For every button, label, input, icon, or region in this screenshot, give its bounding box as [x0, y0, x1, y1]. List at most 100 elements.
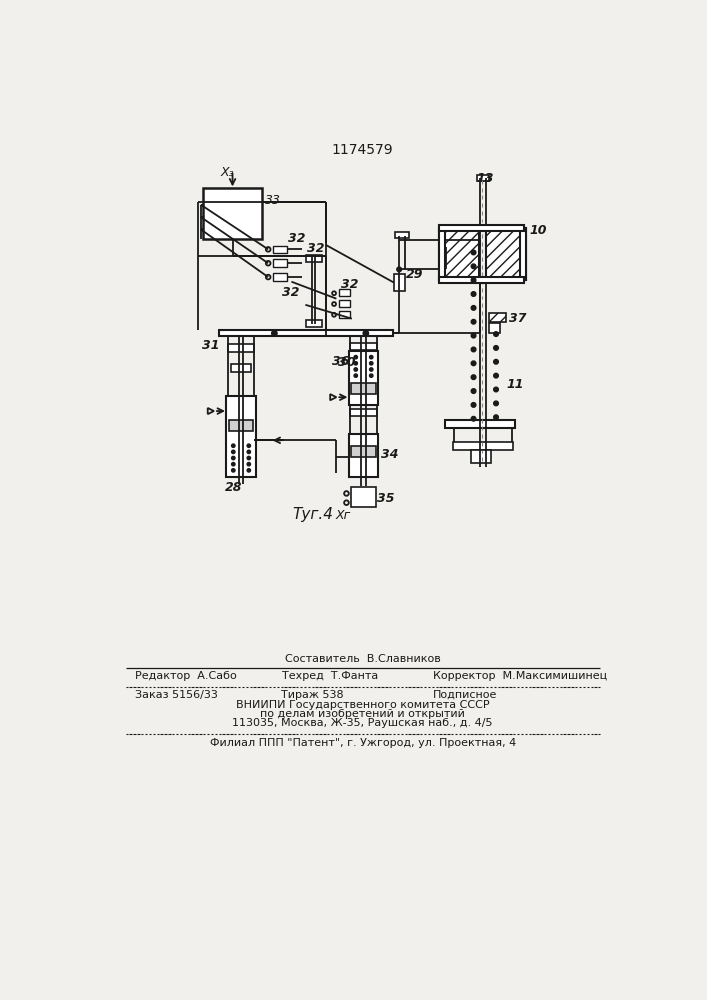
- Circle shape: [472, 416, 476, 421]
- Bar: [438, 277, 524, 283]
- Text: Филиал ППП "Патент", г. Ужгород, ул. Проектная, 4: Филиал ППП "Патент", г. Ужгород, ул. Про…: [209, 738, 516, 748]
- Text: 37: 37: [509, 312, 527, 326]
- Bar: [445, 420, 515, 428]
- Circle shape: [247, 469, 250, 472]
- Circle shape: [370, 368, 373, 371]
- Circle shape: [472, 250, 476, 255]
- Bar: [339, 311, 349, 318]
- Circle shape: [232, 456, 235, 460]
- Text: Техред  Т.Фанта: Техред Т.Фанта: [282, 671, 378, 681]
- Text: 11: 11: [506, 378, 524, 391]
- Circle shape: [247, 444, 250, 447]
- Circle shape: [472, 319, 476, 324]
- Text: 10: 10: [530, 224, 547, 237]
- Text: 28: 28: [225, 481, 243, 494]
- Bar: [231, 364, 251, 372]
- Text: 32: 32: [282, 286, 300, 299]
- Circle shape: [232, 450, 235, 454]
- Circle shape: [472, 264, 476, 269]
- Bar: [339, 289, 349, 296]
- Bar: [226, 396, 256, 477]
- Bar: [203, 188, 262, 239]
- Bar: [438, 228, 479, 280]
- Circle shape: [493, 401, 498, 406]
- Bar: [306, 320, 322, 327]
- Bar: [228, 344, 255, 352]
- Bar: [351, 487, 376, 507]
- Text: 32: 32: [288, 232, 306, 245]
- Circle shape: [247, 456, 250, 460]
- Circle shape: [472, 292, 476, 296]
- Bar: [273, 273, 287, 281]
- Text: 31: 31: [201, 339, 219, 352]
- Bar: [438, 225, 524, 231]
- Text: X₃: X₃: [220, 166, 234, 179]
- Bar: [349, 351, 378, 405]
- Text: Τуг.4: Τуг.4: [293, 507, 334, 522]
- Circle shape: [493, 373, 498, 378]
- Bar: [273, 246, 287, 253]
- Circle shape: [271, 331, 277, 336]
- Circle shape: [493, 387, 498, 392]
- Circle shape: [493, 332, 498, 336]
- Circle shape: [232, 444, 235, 447]
- Circle shape: [472, 278, 476, 282]
- Circle shape: [354, 368, 358, 371]
- Circle shape: [472, 361, 476, 366]
- Bar: [273, 259, 287, 267]
- Text: Подписное: Подписное: [433, 690, 498, 700]
- Bar: [349, 434, 378, 477]
- Bar: [520, 228, 526, 280]
- Bar: [228, 420, 253, 431]
- Bar: [452, 442, 513, 450]
- Circle shape: [247, 450, 250, 454]
- Text: 113035, Москва, Ж-35, Раушская наб., д. 4/5: 113035, Москва, Ж-35, Раушская наб., д. …: [233, 718, 493, 728]
- Bar: [351, 409, 377, 416]
- Bar: [351, 383, 376, 394]
- Circle shape: [232, 462, 235, 466]
- Circle shape: [247, 462, 250, 466]
- Circle shape: [493, 346, 498, 350]
- Circle shape: [472, 333, 476, 338]
- Circle shape: [354, 362, 358, 365]
- Text: Заказ 5156/33: Заказ 5156/33: [135, 690, 218, 700]
- Bar: [477, 175, 489, 181]
- Bar: [351, 343, 377, 350]
- Bar: [394, 274, 404, 291]
- Bar: [489, 312, 506, 322]
- Bar: [489, 323, 500, 333]
- Text: ВНИИПИ Государственного комитета СССР: ВНИИПИ Государственного комитета СССР: [236, 700, 489, 710]
- Text: 34: 34: [381, 448, 399, 461]
- Bar: [339, 300, 349, 307]
- Text: 33: 33: [265, 194, 281, 207]
- Circle shape: [370, 362, 373, 365]
- Circle shape: [370, 374, 373, 377]
- Text: Корректор  М.Максимишинец: Корректор М.Максимишинец: [433, 671, 607, 681]
- Text: Составитель  В.Славников: Составитель В.Славников: [285, 654, 440, 664]
- Circle shape: [472, 403, 476, 407]
- Text: 36: 36: [332, 355, 349, 368]
- Text: 32: 32: [307, 242, 325, 255]
- Bar: [472, 450, 491, 463]
- Bar: [438, 228, 445, 280]
- Text: 1174579: 1174579: [332, 143, 394, 157]
- Circle shape: [493, 415, 498, 420]
- Bar: [354, 361, 373, 369]
- Circle shape: [354, 355, 358, 359]
- Circle shape: [232, 469, 235, 472]
- Circle shape: [363, 331, 368, 336]
- Bar: [218, 330, 393, 336]
- Text: по делам изобретений и открытий: по делам изобретений и открытий: [260, 709, 465, 719]
- Text: Xг: Xг: [336, 509, 351, 522]
- Circle shape: [472, 375, 476, 379]
- Text: Тираж 538: Тираж 538: [281, 690, 343, 700]
- Bar: [486, 228, 526, 280]
- Circle shape: [370, 355, 373, 359]
- Bar: [351, 446, 376, 457]
- Bar: [306, 255, 322, 262]
- Circle shape: [472, 389, 476, 393]
- Circle shape: [493, 359, 498, 364]
- Text: 29: 29: [406, 268, 423, 281]
- Circle shape: [472, 306, 476, 310]
- Circle shape: [472, 347, 476, 352]
